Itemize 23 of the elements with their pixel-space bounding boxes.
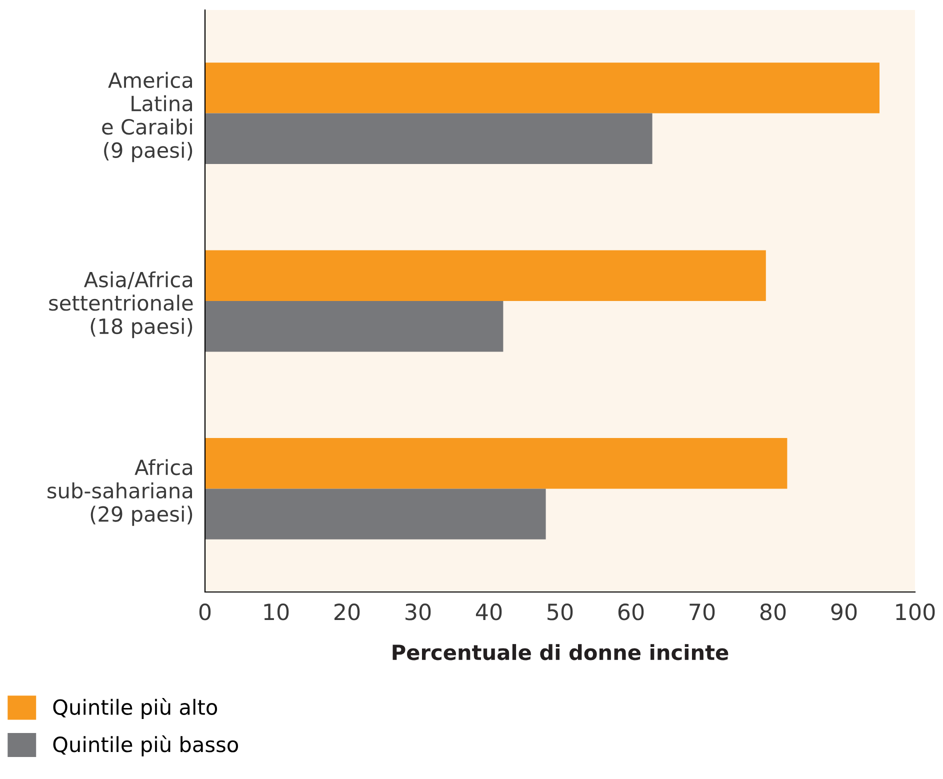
x-tick-label: 30 — [406, 604, 431, 620]
x-tick-label: 10 — [264, 604, 289, 620]
x-axis-title: Percentuale di donne incinte — [392, 644, 728, 660]
x-tick-label: 0 — [199, 604, 211, 620]
x-tick-label: 50 — [548, 604, 573, 620]
bar — [205, 250, 766, 301]
x-tick-label: 80 — [760, 604, 786, 620]
legend-label: Quintile più alto — [53, 698, 218, 720]
legend-label: Quintile più basso — [53, 735, 238, 756]
bar — [205, 62, 880, 114]
x-tick-label: 40 — [476, 604, 502, 620]
bar — [205, 113, 652, 164]
y-tick-label: Asia/Africa settentrionale (18 paesi) — [49, 271, 193, 338]
y-tick-label: America Latina e Caraibi (9 paesi) — [102, 72, 192, 162]
y-tick-label: Africa sub-sahariana (29 paesi) — [48, 459, 192, 526]
x-tick-label: 60 — [618, 604, 644, 620]
x-tick-label: 20 — [334, 604, 360, 620]
bar — [205, 301, 504, 352]
x-tick-label: 100 — [896, 604, 935, 620]
bar — [205, 438, 788, 489]
x-tick-label: 70 — [690, 604, 715, 620]
x-tick-label: 90 — [831, 604, 857, 620]
bar — [205, 488, 546, 540]
